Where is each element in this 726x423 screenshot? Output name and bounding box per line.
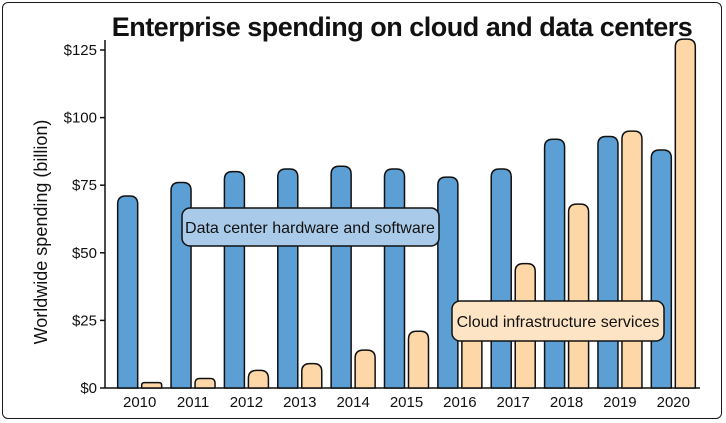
y-tick-label: $100 [64,110,97,127]
bar-data-center-2016 [437,176,459,389]
series-label-box-data-center [181,207,440,247]
bar-data-center-2014 [330,165,352,389]
x-tick-label: 2018 [550,394,583,411]
x-tick-label: 2014 [336,394,369,411]
x-tick-label: 2017 [497,394,530,411]
x-tick-label: 2011 [177,394,209,411]
bar-data-center-2013 [277,168,299,389]
y-tick-label: $125 [64,42,97,59]
y-axis-title: Worldwide spending (billion) [31,120,51,345]
y-tick-label: $75 [72,177,97,194]
y-tick-label: $50 [72,245,97,262]
bar-data-center-2020 [650,149,673,389]
bar-data-center-2018 [543,138,566,389]
series-label-text-cloud: Cloud infrastructure services [457,314,660,331]
x-tick-label: 2015 [390,394,423,411]
series-label-data-center: Data center hardware and software [181,207,440,247]
y-tick-label: $0 [80,380,97,397]
bar-cloud-2019 [621,130,643,389]
x-tick-label: 2010 [123,394,156,411]
y-ticks: $0 $25 $50 $75 $100 $125 [64,42,105,397]
bar-cloud-2011 [194,377,216,389]
bar-cloud-2012 [247,369,270,389]
series-label-text-data-center: Data center hardware and software [185,220,435,237]
bar-cloud-2015 [407,330,430,389]
x-tick-label: 2020 [657,394,690,411]
bar-cloud-2014 [354,349,376,389]
bar-data-center-2019 [597,135,619,389]
series-label-box-cloud [451,300,665,342]
x-tick-label: 2013 [283,394,316,411]
bar-cloud-2010 [140,381,163,389]
x-tick-label: 2012 [230,394,263,411]
bar-data-center-2012 [223,170,246,389]
series-label-cloud: Cloud infrastructure services [451,300,665,342]
bar-data-center-2015 [383,168,406,389]
chart-title: Enterprise spending on cloud and data ce… [112,12,693,42]
x-tick-label: 2016 [443,394,476,411]
x-tick-label: 2019 [603,394,636,411]
bar-cloud-2020 [674,38,697,389]
y-tick-label: $25 [72,312,97,329]
bar-cloud-2013 [301,362,323,389]
bar-cloud-2018 [567,203,590,389]
bar-data-center-2010 [116,195,139,389]
bar-data-center-2017 [490,168,512,389]
x-ticks: 2010 2011 2012 2013 2014 2015 2016 2017 2018 2019… [123,394,690,411]
